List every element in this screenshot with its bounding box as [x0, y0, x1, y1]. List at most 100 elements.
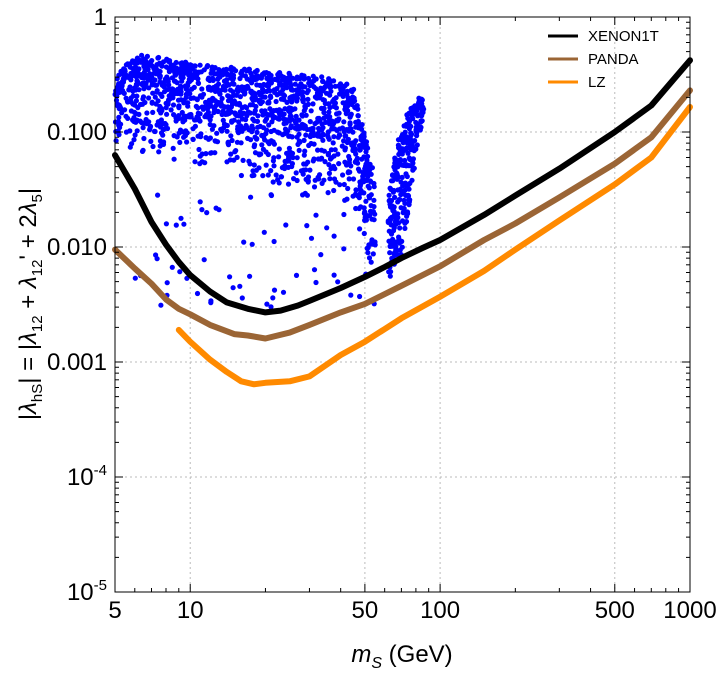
scatter-point	[176, 113, 182, 119]
scatter-point	[227, 274, 233, 280]
scatter-point	[355, 160, 361, 166]
scatter-point	[257, 82, 263, 88]
scatter-point	[366, 193, 372, 199]
scatter-point	[150, 109, 156, 115]
plot-frame	[114, 16, 691, 593]
scatter-point	[302, 103, 308, 109]
scatter-point	[209, 126, 215, 132]
scatter-point	[308, 133, 314, 139]
scatter-point	[117, 124, 123, 131]
scatter-point	[266, 100, 272, 106]
scatter-point	[231, 157, 237, 163]
scatter-point	[294, 177, 300, 184]
scatter-point	[328, 166, 334, 172]
scatter-point	[133, 87, 139, 93]
scatter-point	[293, 272, 300, 278]
scatter-point	[150, 90, 156, 96]
scatter-point	[399, 151, 405, 157]
scatter-point	[251, 162, 257, 168]
scatter-point	[387, 243, 393, 249]
scatter-point	[173, 222, 179, 228]
scatter-point	[280, 289, 287, 295]
scatter-point	[276, 146, 282, 152]
scatter-point	[404, 112, 410, 118]
scatter-point	[357, 226, 363, 232]
scatter-point	[248, 194, 254, 200]
scatter-point	[351, 141, 357, 147]
scatter-point	[168, 107, 174, 113]
scatter-point	[185, 66, 191, 72]
scatter-point	[407, 197, 413, 203]
scatter-point	[215, 108, 221, 115]
scatter-point	[192, 123, 198, 129]
scatter-point	[211, 109, 217, 116]
scatter-point	[215, 99, 221, 106]
scatter-point	[266, 122, 272, 128]
scatter-point	[264, 88, 270, 94]
scatter-point	[137, 101, 144, 108]
scatter-point	[342, 147, 348, 153]
scatter-point	[279, 165, 285, 171]
scatter-point	[170, 145, 176, 151]
scatter-point	[130, 58, 136, 64]
scatter-point	[140, 96, 146, 102]
scatter-point	[353, 124, 359, 130]
scatter-point	[256, 74, 262, 80]
y-title-lambda-3: λ	[15, 276, 42, 290]
scatter-point	[118, 81, 125, 87]
scatter-point	[195, 76, 201, 82]
scatter-point	[228, 133, 234, 139]
scatter-point	[132, 65, 138, 71]
scatter-point	[290, 75, 296, 81]
scatter-point	[308, 79, 314, 85]
scatter-point	[229, 119, 235, 125]
scatter-point	[185, 100, 191, 106]
x-axis-title-sub: S	[371, 655, 382, 672]
scatter-point	[149, 58, 155, 64]
scatter-point	[206, 84, 212, 90]
scatter-point	[232, 149, 238, 155]
scatter-point	[146, 95, 152, 101]
scatter-point	[315, 174, 321, 180]
scatter-point	[418, 119, 424, 125]
scatter-point	[199, 207, 205, 213]
scatter-point	[262, 137, 268, 143]
scatter-point	[266, 71, 272, 77]
scatter-point	[134, 128, 140, 134]
scatter-point	[358, 126, 365, 132]
scatter-point	[413, 127, 419, 133]
scatter-point	[361, 230, 367, 237]
scatter-point	[192, 63, 198, 69]
scatter-point	[159, 93, 165, 99]
scatter-point	[407, 135, 413, 141]
scatter-point	[118, 105, 124, 111]
scatter-point	[260, 173, 266, 179]
scatter-point	[238, 112, 245, 118]
scatter-point	[230, 92, 237, 98]
scatter-point	[292, 81, 298, 87]
scatter-point	[372, 242, 378, 248]
scatter-point	[131, 137, 137, 143]
scatter-point	[180, 119, 186, 125]
scatter-point	[195, 80, 201, 86]
scatter-point	[194, 290, 201, 297]
scatter-point	[116, 89, 122, 95]
scatter-point	[365, 250, 371, 256]
scatter-point	[405, 150, 411, 156]
scatter-point	[187, 112, 193, 118]
scatter-point	[218, 126, 224, 132]
scatter-point	[370, 251, 376, 257]
scatter-point	[339, 143, 345, 149]
x-tick-label-10: 10	[177, 597, 204, 624]
scatter-point	[244, 113, 250, 119]
scatter-point	[259, 99, 265, 105]
scatter-point	[364, 157, 370, 163]
scatter-point	[197, 199, 203, 205]
scatter-point	[366, 185, 372, 191]
scatter-point	[332, 147, 338, 153]
scatter-point	[293, 113, 299, 119]
scatter-point	[287, 133, 293, 139]
scatter-point	[404, 209, 411, 215]
scatter-point	[304, 223, 310, 229]
scatter-point	[294, 155, 300, 161]
